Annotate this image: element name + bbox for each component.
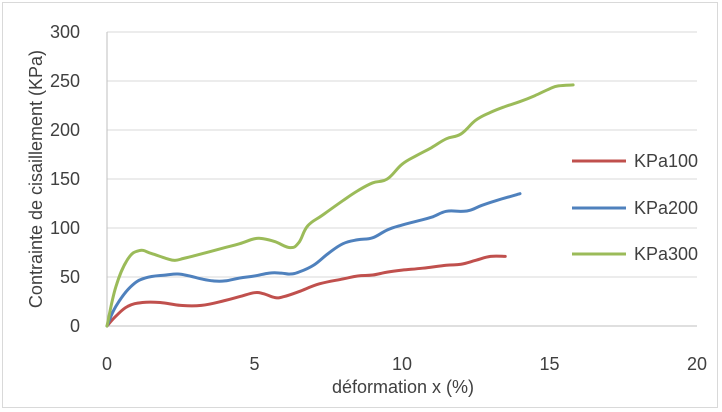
chart-frame [2, 2, 718, 408]
y-tick-label: 0 [70, 316, 80, 336]
x-tick-label: 10 [392, 354, 412, 374]
legend: KPa100 KPa200 KPa300 [572, 151, 698, 264]
y-tick-label: 100 [50, 218, 80, 238]
y-tick-label: 250 [50, 71, 80, 91]
series-line-kpa300 [105, 83, 575, 328]
x-tick-label: 0 [102, 354, 112, 374]
x-tick-label: 15 [539, 354, 559, 374]
y-tick-label: 150 [50, 169, 80, 189]
y-tick-labels: 0 50 100 150 200 250 300 [50, 22, 80, 336]
y-tick-label: 200 [50, 120, 80, 140]
x-tick-label: 20 [687, 354, 707, 374]
series-lines [105, 83, 575, 328]
legend-label-kpa200: KPa200 [634, 198, 698, 218]
x-tick-labels: 0 5 10 15 20 [102, 354, 707, 374]
y-axis-label: Contrainte de cisaillement (KPa) [26, 50, 46, 308]
legend-label-kpa300: KPa300 [634, 244, 698, 264]
series-line-kpa100 [105, 254, 507, 328]
gridlines [107, 31, 697, 278]
x-tick-label: 5 [249, 354, 259, 374]
axes [106, 32, 697, 327]
y-tick-label: 50 [60, 267, 80, 287]
series-line-kpa200 [105, 192, 522, 328]
x-axis-label: déformation x (%) [332, 377, 474, 397]
y-tick-label: 300 [50, 22, 80, 42]
legend-label-kpa100: KPa100 [634, 151, 698, 171]
